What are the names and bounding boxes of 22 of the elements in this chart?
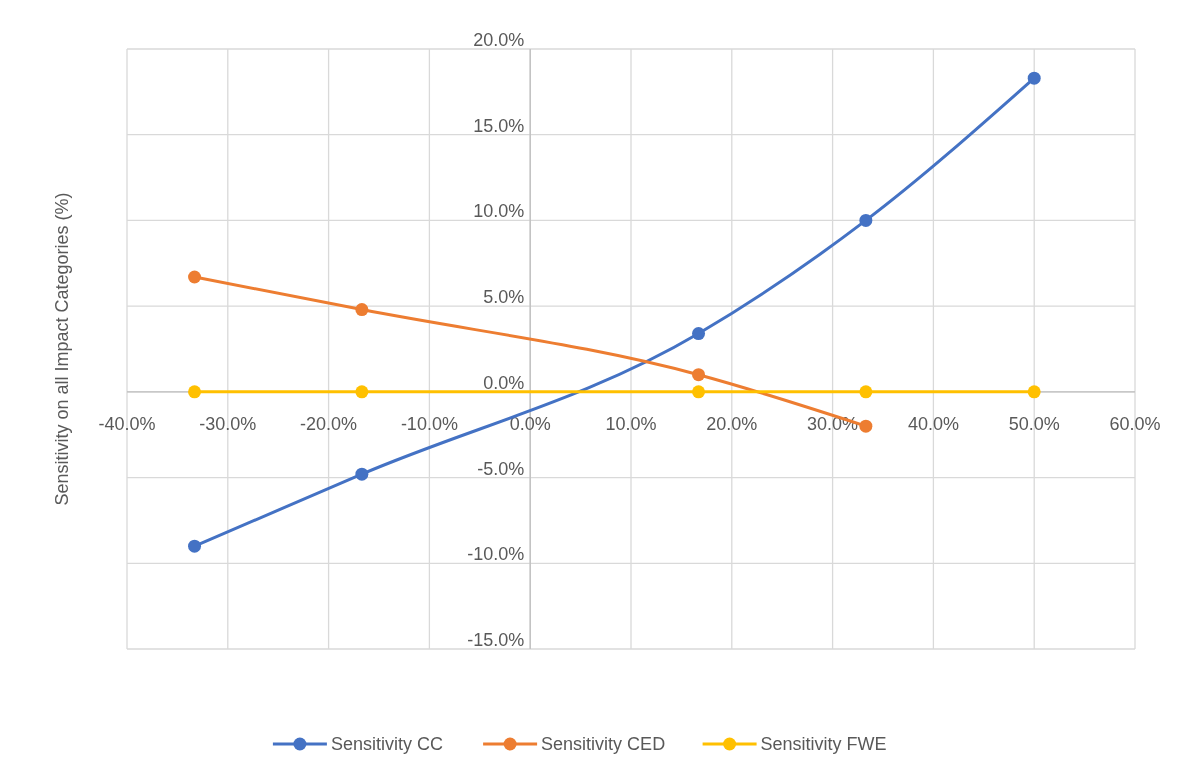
legend-label: Sensitivity FWE (760, 734, 887, 754)
y-tick-label: 20.0% (473, 30, 525, 50)
y-axis-title: Sensitivity on all Impact Categories (%) (52, 192, 72, 506)
x-tick-label: 60.0% (1109, 413, 1161, 434)
x-tick-label: -40.0% (98, 413, 156, 434)
x-tick-label: 50.0% (1008, 413, 1060, 434)
legend-label: Sensitivity CED (541, 734, 666, 754)
legend-label: Sensitivity CC (330, 734, 443, 754)
y-tick-label: 5.0% (483, 287, 525, 308)
x-tick-label: -10.0% (400, 413, 458, 434)
x-tick-label: 0.0% (509, 413, 551, 434)
x-tick-label: -30.0% (199, 413, 257, 434)
y-tick-label: 10.0% (473, 201, 525, 222)
y-tick-label: 0.0% (483, 372, 525, 393)
x-tick-label: 40.0% (907, 413, 959, 434)
x-tick-label: 10.0% (605, 413, 657, 434)
y-tick-label: -5.0% (477, 458, 525, 479)
y-tick-label: -15.0% (467, 630, 525, 650)
y-tick-label: -10.0% (467, 544, 525, 565)
y-tick-label: 15.0% (473, 115, 525, 136)
x-tick-label: 20.0% (706, 413, 758, 434)
x-tick-label: -20.0% (300, 413, 358, 434)
